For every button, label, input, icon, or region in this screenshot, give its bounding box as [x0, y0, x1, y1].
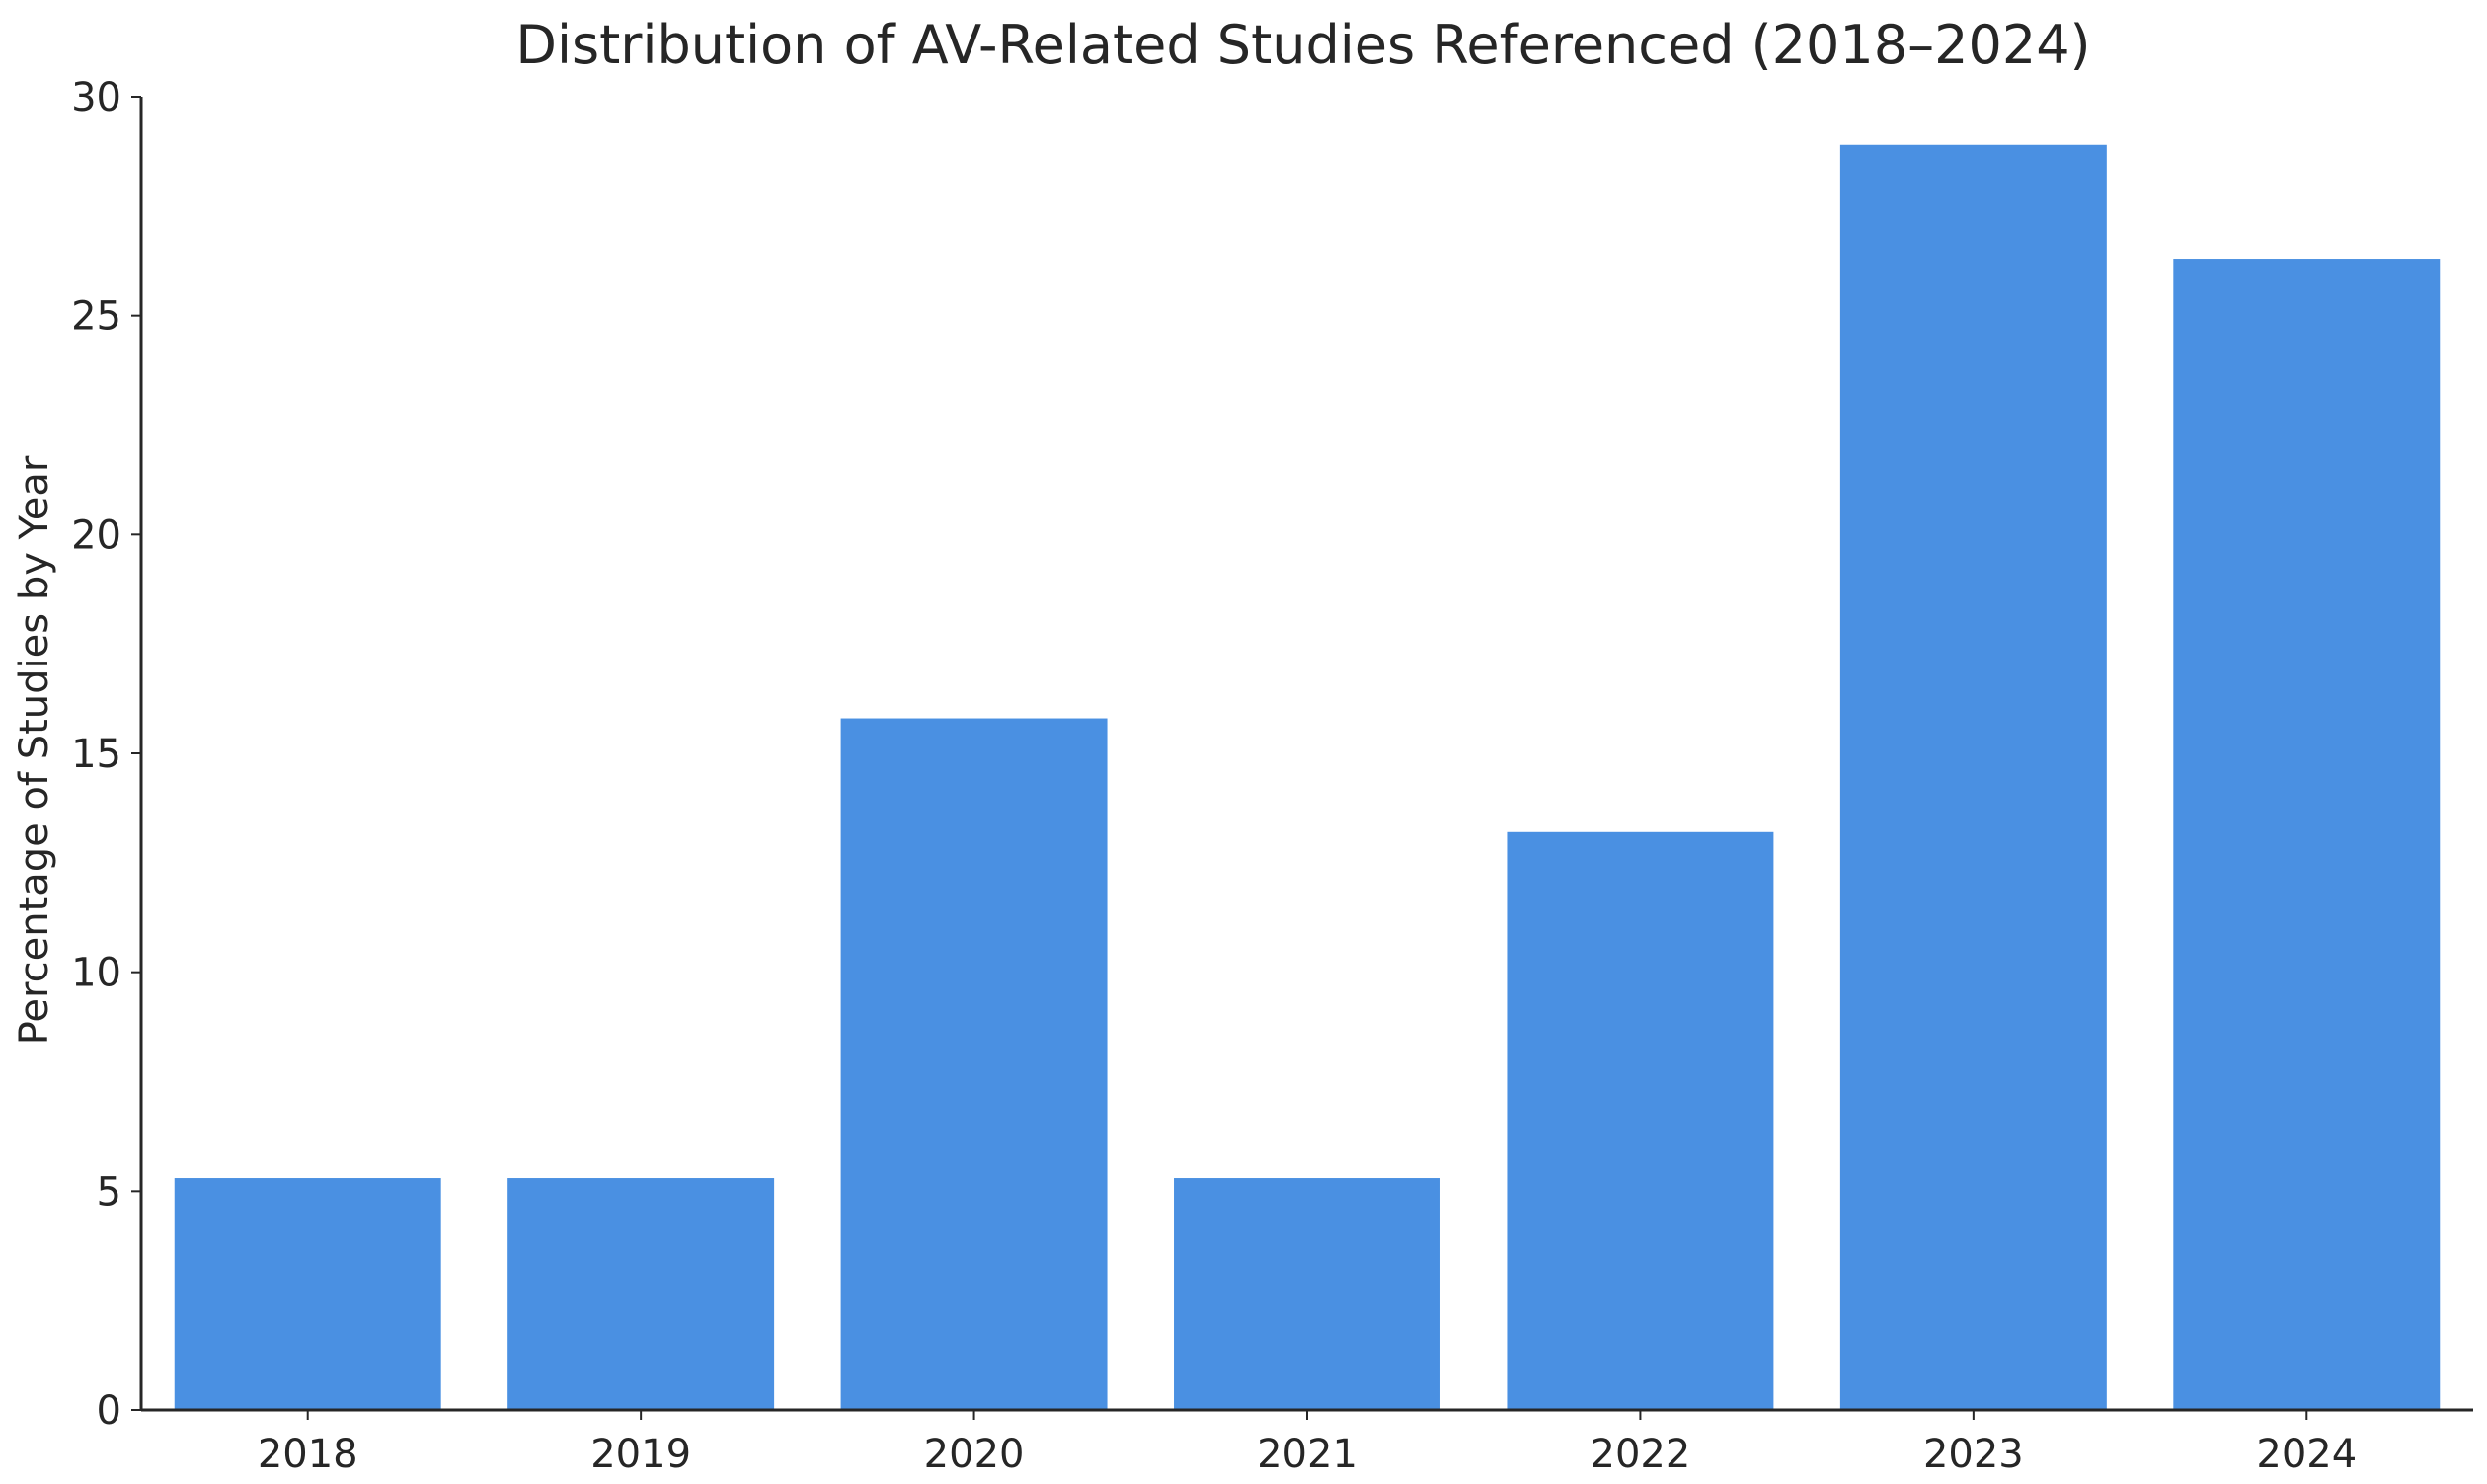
x-tick-label: 2020 — [924, 1432, 1025, 1477]
bars-group — [174, 144, 2441, 1411]
bar-2019 — [507, 1178, 775, 1410]
y-tick-label: 20 — [71, 512, 121, 558]
bar-2021 — [1174, 1178, 1440, 1410]
bar-2022 — [1507, 831, 1774, 1410]
y-tick-label: 15 — [71, 732, 121, 777]
y-tick-label: 0 — [97, 1388, 121, 1434]
x-tick-label: 2021 — [1257, 1432, 1358, 1477]
chart-title: Distribution of AV-Related Studies Refer… — [515, 14, 2090, 76]
y-tick-label: 10 — [71, 951, 121, 996]
bar-2024 — [2173, 259, 2441, 1410]
y-ticks-group: 0 5 10 15 20 25 30 — [71, 75, 141, 1434]
y-tick-label: 30 — [71, 75, 121, 120]
y-tick-label: 5 — [97, 1169, 121, 1214]
x-tick-label: 2019 — [590, 1432, 691, 1477]
x-tick-label: 2024 — [2256, 1432, 2357, 1477]
bar-2020 — [840, 718, 1108, 1410]
x-tick-label: 2018 — [258, 1432, 358, 1477]
x-tick-label: 2022 — [1591, 1432, 1691, 1477]
y-tick-label: 25 — [71, 294, 121, 340]
bar-2018 — [174, 1178, 441, 1410]
bar-2023 — [1839, 144, 2107, 1411]
y-axis-label: Percentage of Studies by Year — [12, 455, 57, 1045]
x-tick-label: 2023 — [1923, 1432, 2024, 1477]
x-ticks-group: 2018 2019 2020 2021 2022 2023 2024 — [258, 1410, 2357, 1477]
